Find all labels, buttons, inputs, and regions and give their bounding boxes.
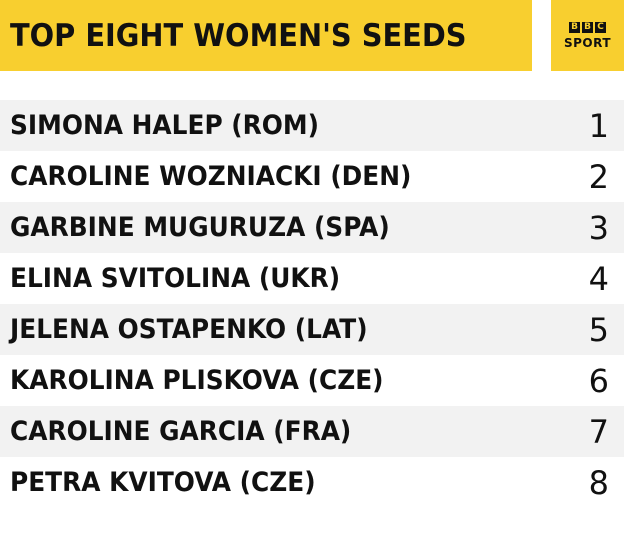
player-name: KAROLINA PLISKOVA (CZE) xyxy=(10,365,384,396)
seeds-table: SIMONA HALEP (ROM) 1 CAROLINE WOZNIACKI … xyxy=(0,100,624,508)
table-row: JELENA OSTAPENKO (LAT) 5 xyxy=(0,304,624,355)
table-row: PETRA KVITOVA (CZE) 8 xyxy=(0,457,624,508)
bbc-block-b1: B xyxy=(569,21,580,33)
seed-number: 5 xyxy=(588,310,609,349)
title-bar: TOP EIGHT WOMEN'S SEEDS xyxy=(0,0,532,71)
table-row: CAROLINE WOZNIACKI (DEN) 2 xyxy=(0,151,624,202)
table-row: KAROLINA PLISKOVA (CZE) 6 xyxy=(0,355,624,406)
sport-wordmark: SPORT xyxy=(563,35,612,50)
table-row: SIMONA HALEP (ROM) 1 xyxy=(0,100,624,151)
player-name: ELINA SVITOLINA (UKR) xyxy=(10,263,341,294)
player-name: SIMONA HALEP (ROM) xyxy=(10,110,319,141)
bbc-block-b2: B xyxy=(582,21,593,33)
seed-number: 8 xyxy=(588,463,609,502)
bbc-sport-logo: B B C SPORT xyxy=(551,0,624,71)
seed-number: 1 xyxy=(588,106,609,145)
player-name: PETRA KVITOVA (CZE) xyxy=(10,467,316,498)
table-row: CAROLINE GARCIA (FRA) 7 xyxy=(0,406,624,457)
bbc-block-c: C xyxy=(595,21,606,33)
player-name: GARBINE MUGURUZA (SPA) xyxy=(10,212,390,243)
player-name: CAROLINE WOZNIACKI (DEN) xyxy=(10,161,412,192)
seed-number: 2 xyxy=(588,157,609,196)
player-name: CAROLINE GARCIA (FRA) xyxy=(10,416,352,447)
bbc-blocks: B B C xyxy=(569,21,606,33)
seed-number: 4 xyxy=(588,259,609,298)
seed-number: 6 xyxy=(588,361,609,400)
seed-number: 3 xyxy=(588,208,609,247)
table-row: GARBINE MUGURUZA (SPA) 3 xyxy=(0,202,624,253)
player-name: JELENA OSTAPENKO (LAT) xyxy=(10,314,368,345)
seed-number: 7 xyxy=(588,412,609,451)
table-row: ELINA SVITOLINA (UKR) 4 xyxy=(0,253,624,304)
page-title: TOP EIGHT WOMEN'S SEEDS xyxy=(10,17,467,54)
